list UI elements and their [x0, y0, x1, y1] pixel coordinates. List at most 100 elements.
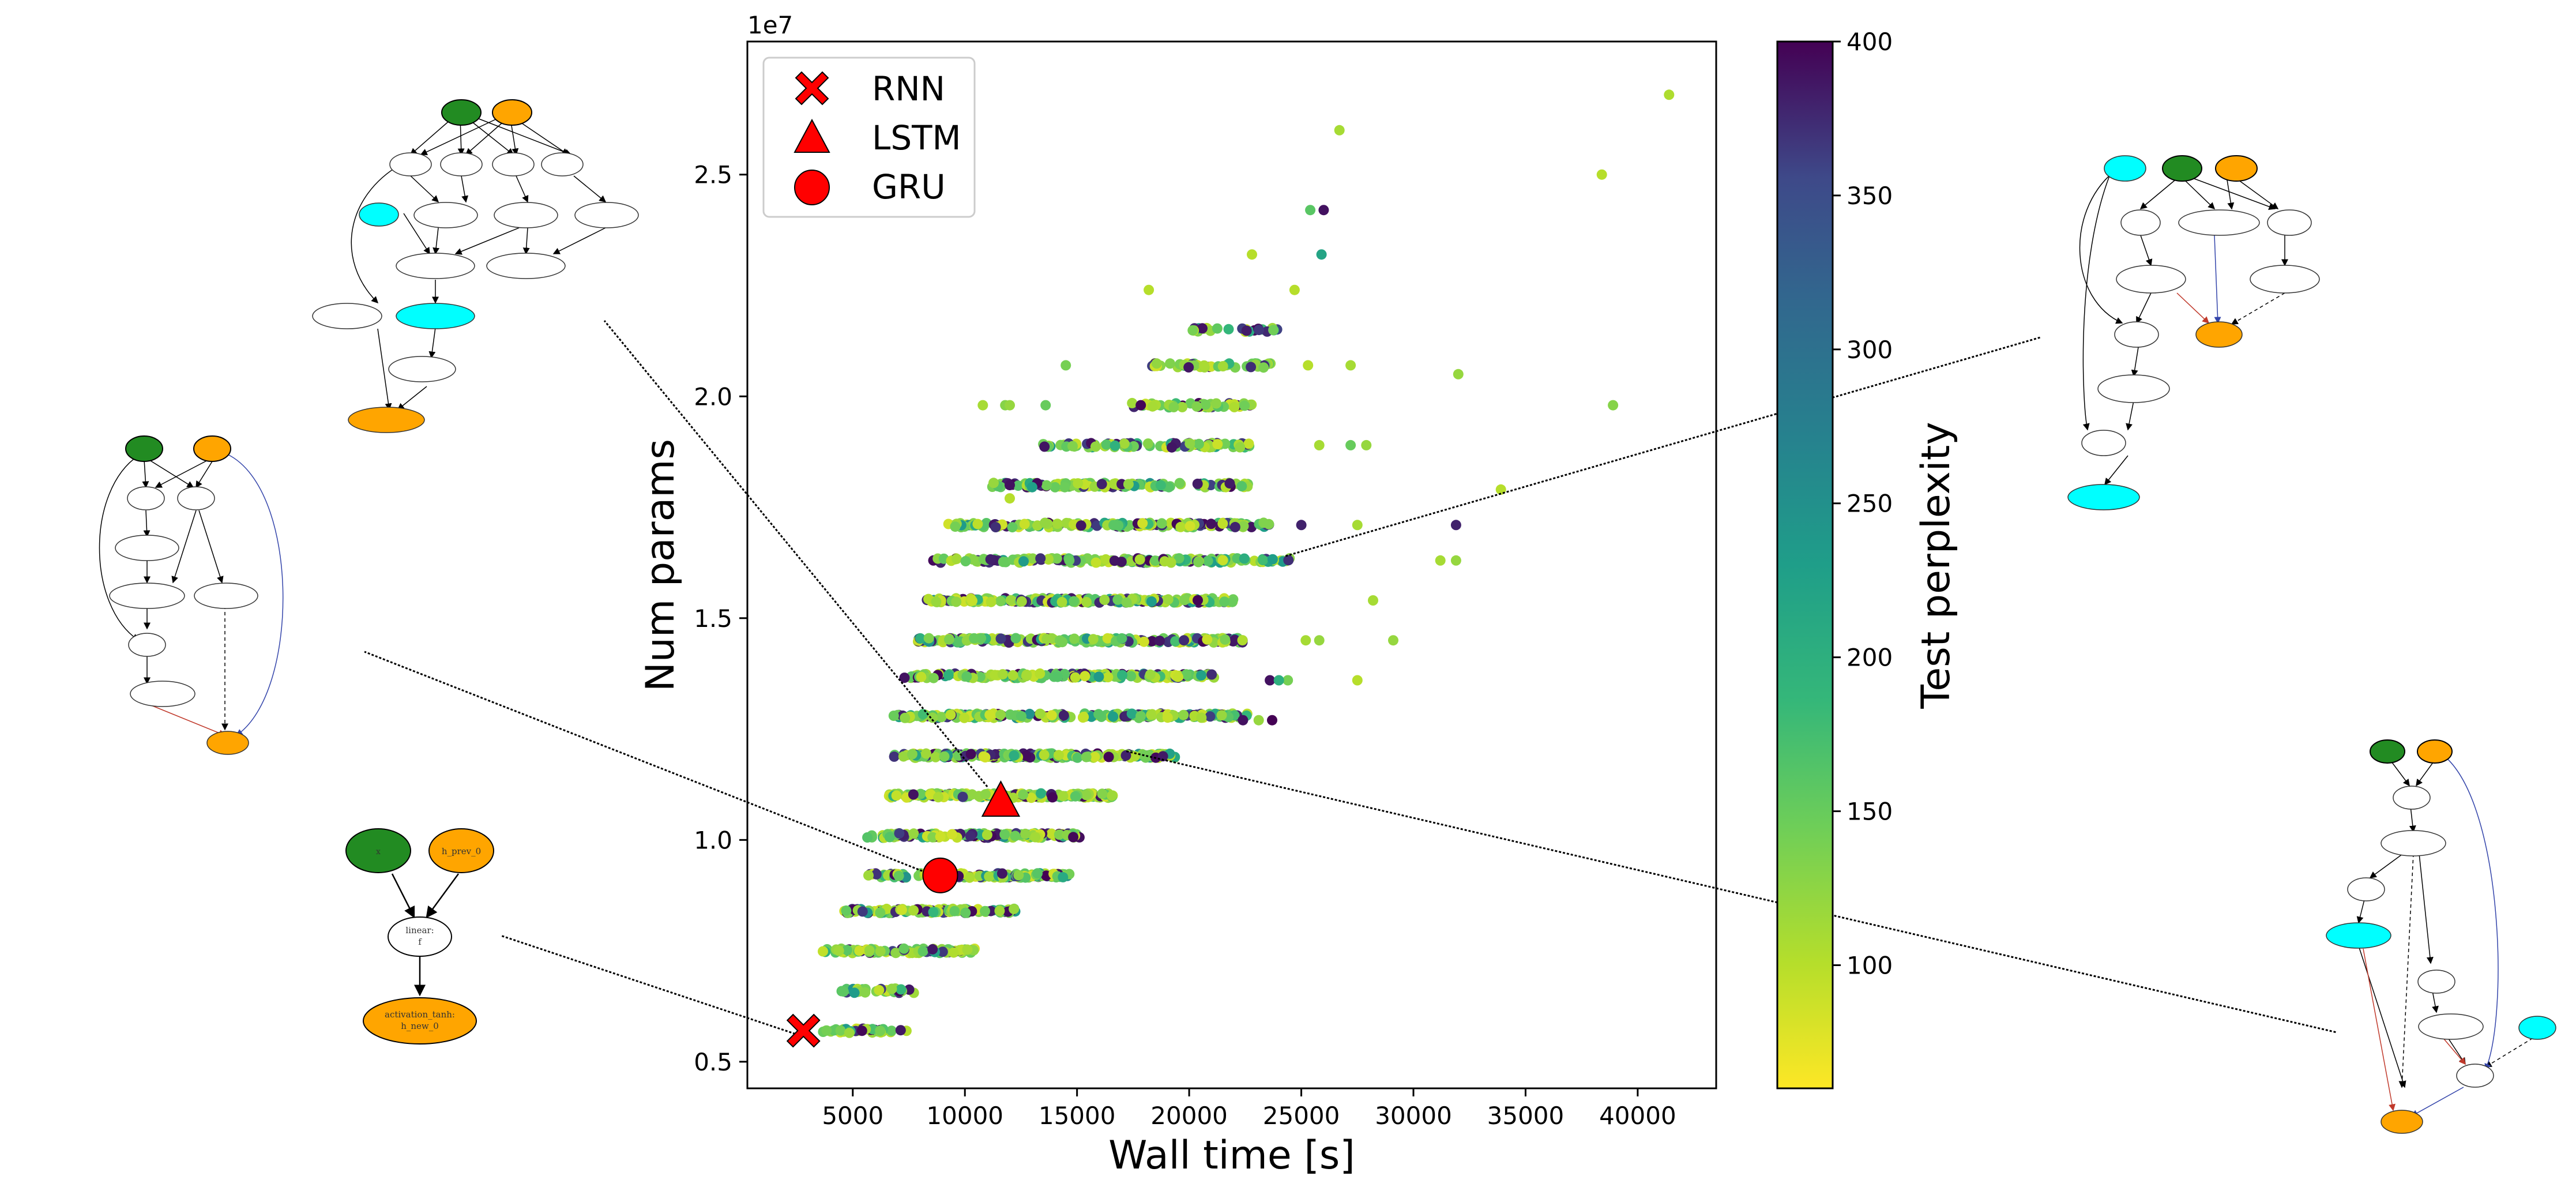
graph-node-hidden-prev [492, 99, 532, 126]
data-point [1135, 711, 1146, 722]
data-point [1009, 904, 1020, 914]
data-point [967, 789, 977, 800]
graph-node-product [109, 583, 185, 609]
data-point [1117, 670, 1127, 681]
data-point [1174, 553, 1184, 564]
data-point [1305, 205, 1316, 216]
data-point [1155, 636, 1165, 647]
scatter-plot: 5000 10000 15000 20000 25000 30000 35000 40000 … [364, 11, 2337, 1178]
data-point [1273, 675, 1284, 686]
data-point [980, 789, 991, 800]
data-point [891, 790, 902, 801]
data-point [844, 1027, 855, 1038]
data-point [849, 987, 860, 998]
data-point [1206, 519, 1217, 529]
data-point [1212, 323, 1223, 334]
data-point [1021, 669, 1032, 680]
data-point [1127, 397, 1138, 408]
data-point [936, 712, 947, 723]
graph-node-activation [115, 535, 179, 561]
marker-gru [922, 857, 958, 893]
data-point [984, 709, 995, 720]
data-point [1283, 675, 1293, 686]
data-point [933, 792, 943, 803]
data-point [1193, 595, 1203, 606]
callout-lines [364, 320, 2337, 1036]
data-point [893, 870, 904, 881]
colorbar: 100 150 200 250 300 350 400 Test perplexity [1776, 28, 1959, 1089]
data-point [1314, 439, 1325, 450]
data-point [890, 948, 901, 959]
graph-node-linear [388, 916, 452, 957]
data-point [1151, 358, 1162, 369]
data-point [1108, 479, 1119, 489]
data-point [915, 633, 926, 644]
data-point [1021, 750, 1032, 761]
x-tick-label: 30000 [1375, 1102, 1452, 1130]
data-point [896, 904, 907, 915]
data-point [951, 554, 962, 564]
legend-label-gru: GRU [872, 167, 946, 206]
graph-node-linear [2393, 786, 2431, 810]
data-point [1026, 482, 1037, 493]
data-point [1314, 635, 1325, 646]
data-point [990, 670, 1001, 681]
x-axis-label: Wall time [s] [1108, 1133, 1355, 1178]
data-point [1368, 595, 1378, 606]
graph-node-output [2381, 1110, 2423, 1134]
data-point [1184, 438, 1195, 449]
data-point [1020, 828, 1031, 839]
data-point [894, 828, 905, 839]
data-point [886, 983, 897, 994]
data-point [1010, 831, 1021, 841]
data-point [959, 712, 970, 723]
data-point [1078, 712, 1089, 722]
data-point [1211, 398, 1222, 409]
data-point [1147, 401, 1158, 412]
data-point [1100, 554, 1111, 565]
data-point [1170, 636, 1181, 647]
data-point [1005, 595, 1016, 606]
data-point [833, 945, 844, 956]
data-point [949, 906, 960, 916]
data-point [980, 752, 991, 762]
callout-line-discovered-cell-graph-mid [1126, 750, 2337, 1034]
data-point [856, 1025, 867, 1036]
data-point [1035, 553, 1046, 564]
data-point [1046, 710, 1057, 721]
x-axis-ticks: 5000 10000 15000 20000 25000 30000 35000 40000 [822, 1088, 1676, 1130]
data-point [1108, 520, 1119, 531]
data-point [835, 1025, 846, 1036]
data-point [1254, 325, 1265, 336]
data-point [1030, 832, 1041, 843]
data-point [1135, 400, 1146, 411]
data-point [1088, 634, 1099, 645]
data-point [1178, 709, 1189, 720]
data-point [986, 596, 996, 607]
data-point [927, 712, 938, 723]
data-point [1041, 633, 1052, 644]
graph-node-linear [2120, 209, 2161, 236]
plot-frame [746, 40, 1717, 1089]
data-point [1168, 401, 1179, 412]
data-point [1258, 362, 1269, 373]
data-point [908, 905, 919, 916]
data-point [953, 637, 964, 647]
data-point [1352, 675, 1363, 686]
data-point [1116, 633, 1127, 644]
data-point [960, 907, 971, 918]
data-point [1334, 125, 1345, 136]
data-point [1054, 829, 1065, 840]
graph-node-linear [541, 152, 584, 176]
data-point [907, 749, 917, 760]
data-point [1177, 401, 1188, 412]
data-point [1144, 284, 1155, 295]
graph-node-hidden-prev [2417, 739, 2453, 764]
data-point [896, 984, 907, 995]
data-point [1134, 554, 1145, 565]
graph-node-linear [2081, 430, 2126, 456]
data-point [1216, 710, 1227, 721]
data-point [1061, 360, 1071, 371]
graph-node-output [206, 731, 249, 755]
data-point [1093, 671, 1104, 682]
